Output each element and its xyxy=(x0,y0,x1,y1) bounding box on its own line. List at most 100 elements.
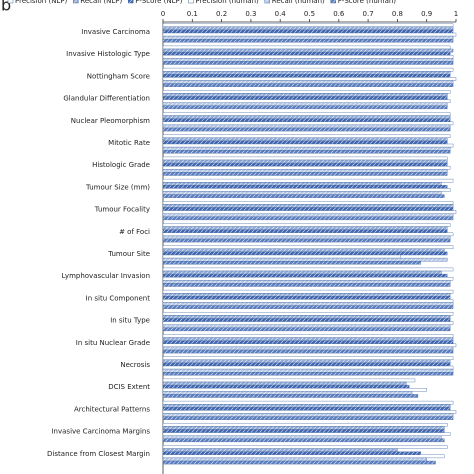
bar xyxy=(162,112,451,116)
y-tick-label: Lymphovascular Invasion xyxy=(62,272,150,280)
bar xyxy=(162,156,448,161)
y-tick-label: In situ Component xyxy=(86,294,151,302)
bar xyxy=(162,140,448,145)
x-tick-label: 0.8 xyxy=(392,10,403,18)
bar xyxy=(162,90,451,94)
bar xyxy=(162,356,454,361)
y-tick-label: Invasive Carcinoma Margins xyxy=(51,428,150,436)
bar xyxy=(162,388,427,392)
bar xyxy=(162,254,401,259)
bar xyxy=(162,340,454,345)
bar xyxy=(162,334,454,338)
bar xyxy=(162,146,451,151)
bar xyxy=(162,245,454,249)
bar xyxy=(162,23,454,28)
bar xyxy=(162,251,448,256)
y-tick-label: Nottingham Score xyxy=(87,72,150,80)
bar xyxy=(162,115,451,119)
x-tick-label: 0.3 xyxy=(245,10,256,18)
legend-label: Recall (NLP) xyxy=(80,0,122,5)
bar xyxy=(162,181,442,186)
bar xyxy=(162,48,454,53)
legend-swatch xyxy=(127,0,134,4)
bar xyxy=(162,127,451,132)
bar xyxy=(162,45,451,50)
y-tick-label: DCIS Extent xyxy=(108,383,150,391)
x-tick-label: 0.1 xyxy=(187,10,198,18)
bar xyxy=(162,58,454,62)
bar xyxy=(162,178,454,183)
legend-swatch xyxy=(188,0,194,4)
bar xyxy=(162,273,448,278)
bar xyxy=(162,204,454,208)
bar xyxy=(162,216,454,221)
y-tick-label: Histologic Grade xyxy=(92,161,150,169)
bar xyxy=(162,83,454,87)
bar xyxy=(162,194,445,198)
bar xyxy=(162,207,454,211)
bar xyxy=(162,384,410,389)
bar xyxy=(162,283,451,287)
x-tick-label: 1 xyxy=(454,10,458,18)
bar xyxy=(162,280,451,284)
bar xyxy=(162,429,445,433)
y-tick-label: In situ Nuclear Grade xyxy=(76,339,150,347)
bar xyxy=(162,410,457,414)
bar xyxy=(162,188,451,192)
y-tick-label: Necrosis xyxy=(120,361,150,369)
bar xyxy=(162,391,413,395)
bar xyxy=(162,368,454,373)
panel-label: b xyxy=(1,0,11,15)
legend-swatch xyxy=(7,0,14,4)
y-tick-label: Architectural Patterns xyxy=(74,405,150,413)
bar xyxy=(162,362,451,367)
y-tick-label: Tumour Focality xyxy=(94,206,150,214)
bar xyxy=(162,124,451,129)
bar xyxy=(162,77,457,81)
y-tick-label: Tumour Site xyxy=(107,250,150,258)
bar xyxy=(162,201,454,205)
bar xyxy=(162,337,454,341)
bar xyxy=(162,321,454,325)
bar xyxy=(162,229,448,233)
bar xyxy=(162,162,448,167)
bar xyxy=(162,451,422,456)
bar xyxy=(162,432,451,436)
y-tick-label: Mitotic Rate xyxy=(108,139,150,147)
bar xyxy=(162,318,451,322)
bar xyxy=(162,102,448,106)
y-tick-label: # of Foci xyxy=(119,228,150,236)
bar xyxy=(162,267,454,272)
bar xyxy=(162,404,451,408)
bar xyxy=(162,169,448,173)
legend-label: Recall (human) xyxy=(272,0,325,5)
legend-label: F-Score (NLP) xyxy=(135,0,182,5)
x-tick-label: 0 xyxy=(161,10,165,18)
bar xyxy=(162,149,451,154)
bar xyxy=(162,423,448,427)
x-tick-label: 0.6 xyxy=(333,10,345,18)
bar xyxy=(162,118,451,122)
bar xyxy=(162,232,454,237)
bar xyxy=(162,159,448,164)
bar xyxy=(162,29,454,34)
x-tick-label: 0.9 xyxy=(421,10,432,18)
bar xyxy=(162,365,454,370)
y-tick-label: Nuclear Pleomorphism xyxy=(71,117,150,125)
bar xyxy=(162,185,448,189)
legend-swatch xyxy=(330,0,337,4)
bar xyxy=(162,407,451,411)
bar xyxy=(162,223,451,227)
bar xyxy=(162,327,451,332)
bar xyxy=(162,213,454,217)
bar xyxy=(162,35,454,40)
y-tick-label: Distance from Closest Margin xyxy=(47,450,150,458)
bar xyxy=(162,460,436,465)
bar xyxy=(162,435,442,440)
bar xyxy=(162,277,454,281)
legend-swatch xyxy=(73,0,79,4)
x-tick-label: 0.5 xyxy=(304,10,315,18)
bar xyxy=(162,448,398,452)
bar xyxy=(162,191,442,195)
bar xyxy=(162,55,454,59)
